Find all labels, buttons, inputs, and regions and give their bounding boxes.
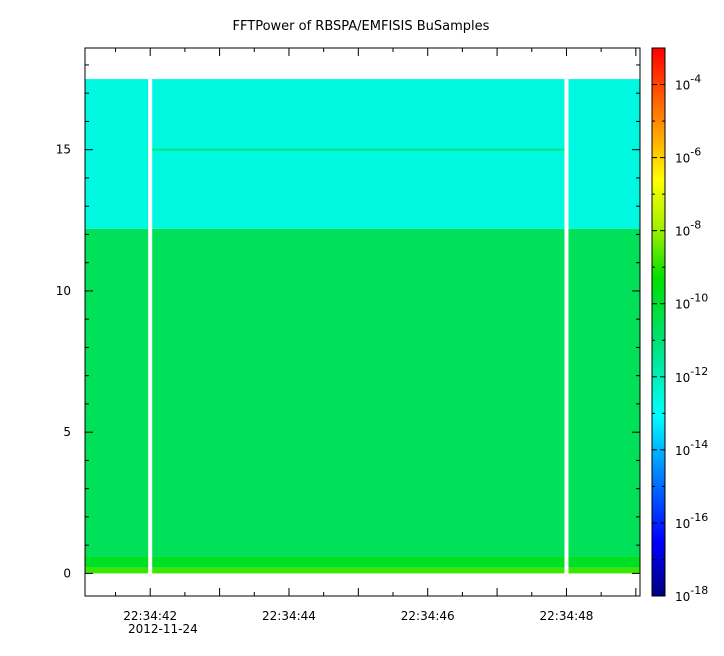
colorbar-tick-label: 10-18 (675, 584, 708, 604)
y-tick-label: 15 (56, 143, 71, 157)
x-tick-label: 22:34:42 (123, 609, 177, 623)
data-gap (148, 78, 153, 575)
x-tick-label: 22:34:44 (262, 609, 316, 623)
spectrogram-band (85, 567, 640, 574)
y-tick-label: 5 (63, 425, 71, 439)
chart-title: FFTPower of RBSPA/EMFISIS BuSamples (233, 19, 490, 34)
colorbar-tick-label: 10-8 (675, 219, 701, 239)
colorbar-tick-label: 10-6 (675, 146, 701, 166)
colorbar-tick-exponent: -4 (690, 73, 701, 86)
colorbar-tick-exponent: -10 (690, 292, 708, 305)
y-axis: 0 5 10 15 (56, 64, 640, 580)
colorbar-tick-label: 10-4 (675, 73, 701, 93)
colorbar-tick-label: 10-10 (675, 292, 708, 312)
x-tick-label: 22:34:46 (401, 609, 455, 623)
y-tick-label: 0 (63, 566, 71, 580)
colorbar-tick-exponent: -8 (690, 219, 701, 232)
data-gap (564, 78, 569, 575)
spectrogram-bands (85, 79, 640, 574)
spectrogram-band (85, 556, 640, 568)
spectral-line (150, 148, 567, 151)
x-date-label: 2012-11-24 (128, 622, 198, 636)
colorbar-tick-label: 10-12 (675, 365, 708, 385)
colorbar-tick-exponent: -18 (690, 584, 708, 597)
data-gaps (148, 78, 569, 575)
colorbar-tick-exponent: -6 (690, 146, 701, 159)
x-axis: 22:34:42 22:34:44 22:34:46 22:34:48 (115, 48, 637, 623)
x-tick-label: 22:34:48 (540, 609, 594, 623)
plot-frame (84, 47, 641, 597)
spectrogram-band (85, 228, 640, 557)
colorbar-tick-exponent: -12 (690, 365, 708, 378)
colorbar-tick-exponent: -14 (690, 438, 708, 451)
colorbar-tick-label: 10-14 (675, 438, 708, 458)
y-tick-label: 10 (56, 284, 71, 298)
colorbar-tick-exponent: -16 (690, 511, 708, 524)
colorbar (651, 47, 666, 597)
colorbar-tick-label: 10-16 (675, 511, 708, 531)
spectrogram-band (85, 79, 640, 229)
